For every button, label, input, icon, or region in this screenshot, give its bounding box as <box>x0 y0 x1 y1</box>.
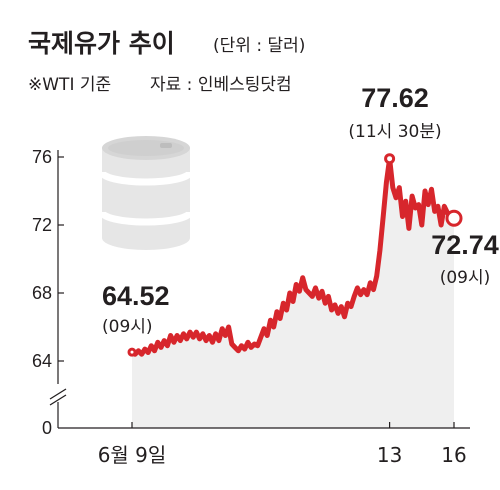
data-label-value: 64.52 <box>102 281 170 311</box>
data-label-time: (09시) <box>440 268 491 288</box>
basis-note: ※WTI 기준 <box>28 75 111 95</box>
x-tick-label: 6월 9일 <box>98 443 167 467</box>
data-label-value: 72.74 <box>431 230 499 260</box>
data-point-marker <box>127 347 137 357</box>
area-fill <box>132 158 454 428</box>
data-label-value: 77.62 <box>361 83 429 113</box>
y-axis-break-mark <box>49 394 67 406</box>
unit-label: (단위 : 달러) <box>213 36 305 56</box>
y-tick-label: 76 <box>32 147 52 167</box>
oil-barrel-icon <box>98 136 194 250</box>
x-tick-label: 16 <box>441 443 466 467</box>
y-axis-break-mark <box>49 388 67 400</box>
y-tick-label: 72 <box>32 215 52 235</box>
price-series-line <box>129 156 457 357</box>
data-point-marker <box>445 209 463 227</box>
data-point-marker <box>384 153 396 165</box>
y-tick-label: 68 <box>32 283 52 303</box>
y-tick-label: 0 <box>42 418 52 438</box>
y-tick-label: 64 <box>32 351 52 371</box>
data-label-time: (09시) <box>102 317 153 337</box>
x-tick-label: 13 <box>377 443 402 467</box>
chart-title: 국제유가 추이 <box>28 29 175 58</box>
source-note: 자료 : 인베스팅닷컴 <box>150 75 292 95</box>
data-label-time: (11시 30분) <box>348 122 441 142</box>
